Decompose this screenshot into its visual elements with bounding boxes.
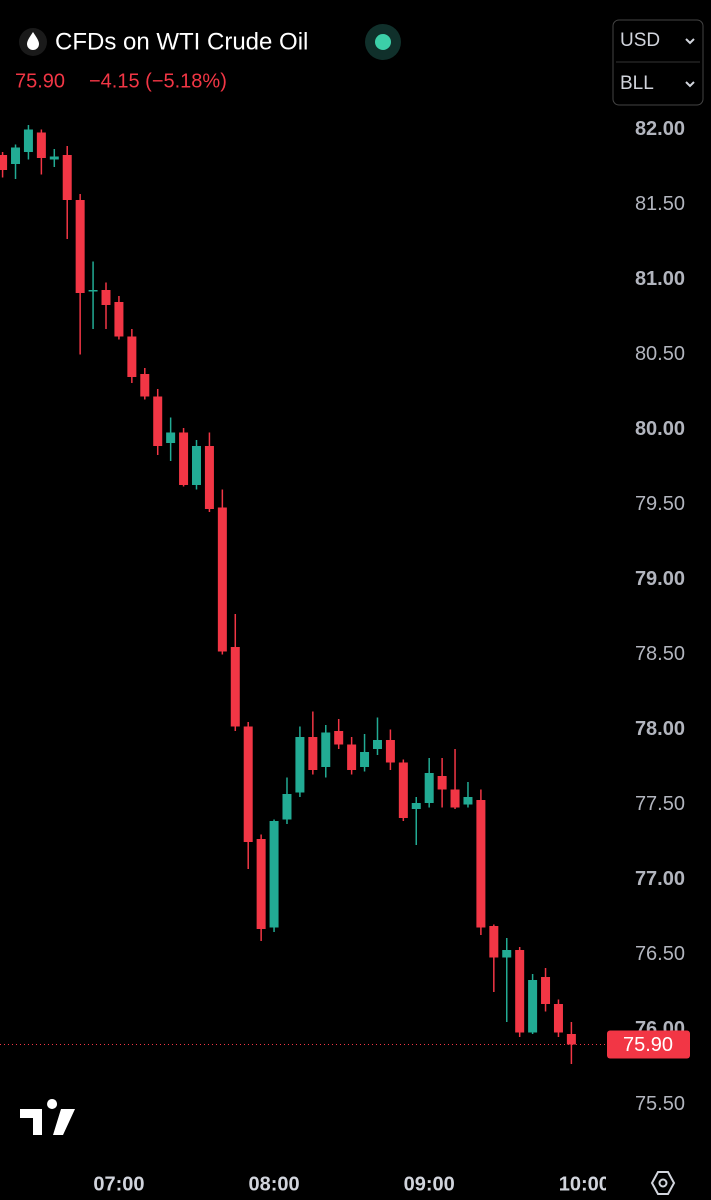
y-tick-label: 81.00 bbox=[635, 268, 685, 290]
candle-body bbox=[127, 336, 137, 377]
candle-body bbox=[36, 132, 46, 158]
candle-body bbox=[140, 374, 150, 397]
drop-icon bbox=[27, 32, 39, 50]
candle-body bbox=[295, 737, 305, 793]
candle-body bbox=[153, 396, 163, 446]
y-axis: 75.5076.0076.5077.0077.5078.0078.5079.00… bbox=[607, 118, 690, 1115]
candle-body bbox=[62, 155, 72, 200]
candle-body bbox=[398, 762, 408, 818]
unit-select[interactable]: BLL bbox=[620, 73, 654, 94]
candle-body bbox=[515, 950, 525, 1033]
candle-body bbox=[217, 507, 227, 652]
y-tick-label: 77.50 bbox=[635, 793, 685, 815]
candle-body bbox=[23, 129, 33, 152]
candle-body bbox=[179, 432, 189, 485]
price-tag-label: 75.90 bbox=[623, 1034, 673, 1056]
x-tick-label: 09:00 bbox=[404, 1173, 455, 1195]
y-tick-label: 79.00 bbox=[635, 568, 685, 590]
settings-icon-center bbox=[658, 1178, 668, 1188]
candle-body bbox=[256, 839, 266, 929]
candle-body bbox=[334, 731, 344, 745]
candle-body bbox=[476, 800, 486, 928]
candle-body bbox=[541, 977, 551, 1004]
plot bbox=[0, 125, 605, 1064]
currency-select[interactable]: USD bbox=[620, 30, 660, 51]
y-tick-label: 77.00 bbox=[635, 868, 685, 890]
candle-body bbox=[114, 302, 124, 337]
candle-body bbox=[49, 156, 59, 160]
y-tick-label: 82.00 bbox=[635, 118, 685, 140]
candle-body bbox=[372, 740, 382, 749]
price-tag bbox=[607, 1030, 690, 1059]
chart-title: CFDs on WTI Crude Oil bbox=[55, 28, 308, 55]
candle-body bbox=[269, 821, 279, 928]
x-tick-label: 10:00 bbox=[559, 1173, 610, 1195]
candle-body bbox=[282, 794, 292, 820]
price-change: −4.15 (−5.18%) bbox=[89, 70, 227, 92]
candle-body bbox=[204, 446, 214, 509]
last-price: 75.90 bbox=[15, 70, 65, 92]
y-tick-label: 76.50 bbox=[635, 943, 685, 965]
candle-body bbox=[528, 980, 538, 1033]
candle-body bbox=[308, 737, 318, 770]
x-axis: 07:00 08:00 09:00 10:00 bbox=[93, 1173, 610, 1195]
y-tick-label: 79.50 bbox=[635, 493, 685, 515]
y-tick-label: 80.50 bbox=[635, 343, 685, 365]
candle-body bbox=[450, 789, 460, 808]
candle-body bbox=[463, 797, 473, 805]
y-tick-label: 80.00 bbox=[635, 418, 685, 440]
y-tick-label: 75.50 bbox=[635, 1093, 685, 1115]
logo bbox=[20, 1099, 75, 1135]
y-tick-label: 78.00 bbox=[635, 718, 685, 740]
candle-body bbox=[88, 290, 98, 292]
candle-body bbox=[424, 773, 434, 803]
candle-body bbox=[191, 446, 201, 485]
status-dot bbox=[375, 34, 391, 50]
candle-body bbox=[385, 740, 395, 763]
candle-body bbox=[11, 147, 21, 164]
y-tick-label: 78.50 bbox=[635, 643, 685, 665]
settings-icon[interactable] bbox=[650, 1171, 676, 1195]
candle-body bbox=[321, 732, 331, 767]
candle-body bbox=[166, 432, 176, 443]
candle-body bbox=[347, 744, 357, 770]
candle-body bbox=[437, 776, 447, 790]
x-tick-label: 08:00 bbox=[248, 1173, 299, 1195]
y-tick-label: 81.50 bbox=[635, 193, 685, 215]
x-tick-label: 07:00 bbox=[93, 1173, 144, 1195]
candle-body bbox=[411, 803, 421, 809]
candle-body bbox=[502, 950, 512, 958]
candle-body bbox=[75, 200, 85, 293]
candle-body bbox=[243, 726, 253, 842]
candle-body bbox=[360, 752, 370, 767]
candle-body bbox=[553, 1004, 563, 1033]
candle-body bbox=[489, 926, 499, 958]
candle-body bbox=[0, 155, 8, 170]
chevrons bbox=[685, 38, 695, 88]
candle-body bbox=[230, 647, 240, 727]
candle-body bbox=[566, 1034, 576, 1045]
candle-body bbox=[101, 290, 111, 305]
